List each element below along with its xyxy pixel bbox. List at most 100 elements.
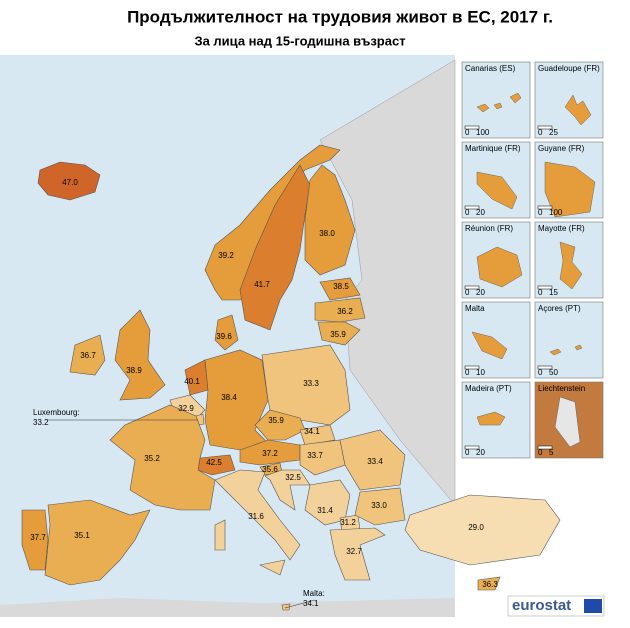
- region-value: 38.0: [319, 229, 335, 238]
- country: [37, 161, 101, 201]
- region-value: 40.1: [184, 377, 200, 386]
- region-value: 38.9: [126, 366, 142, 375]
- country: [299, 424, 336, 446]
- inset-land: [564, 94, 592, 126]
- region-value: 32.9: [178, 404, 194, 413]
- leader-line: [284, 599, 316, 609]
- inset-land: [476, 411, 506, 426]
- region-value: 38.4: [221, 393, 237, 402]
- logo-box: [507, 595, 605, 617]
- country: [21, 509, 49, 571]
- region-value: 47.0: [62, 178, 78, 187]
- inset-title: Açores (PT): [538, 304, 581, 313]
- region-value: 37.7: [30, 533, 46, 542]
- scale-label: 0: [538, 368, 543, 377]
- inset-title: Canarias (ES): [465, 64, 516, 73]
- non-eu-land: [0, 598, 455, 617]
- scale-label: 10: [476, 368, 485, 377]
- inset-title: Liechtenstein: [538, 384, 585, 393]
- region-value: 35.9: [268, 416, 284, 425]
- inset-title: Guyane (FR): [538, 144, 585, 153]
- region-value: 29.0: [468, 523, 484, 532]
- country: [317, 321, 361, 346]
- region-value: 39.2: [218, 251, 234, 260]
- scale-bar: [537, 285, 553, 290]
- inset-land: [476, 246, 523, 288]
- scale-label: 0: [538, 208, 543, 217]
- region-value: 35.6: [262, 465, 278, 474]
- scale-label: 0: [465, 128, 470, 137]
- region-value: 33.7: [307, 451, 323, 460]
- country: [329, 527, 386, 581]
- region-value: 34.1: [303, 599, 319, 608]
- inset-title: Malta: [465, 304, 485, 313]
- scale-bar: [537, 205, 553, 210]
- inset-title: Madeira (PT): [465, 384, 512, 393]
- scale-bar: [464, 365, 480, 370]
- eu-flag: [584, 599, 602, 613]
- title: Продължителност на трудовия живот в ЕС, …: [127, 7, 553, 26]
- inset-title: Réunion (FR): [465, 224, 513, 233]
- country: [114, 309, 166, 401]
- scale-label: 0: [465, 208, 470, 217]
- scale-label: 0: [465, 368, 470, 377]
- inset-land: [476, 92, 522, 113]
- region-value: 34.1: [304, 427, 320, 436]
- non-eu-land: [319, 59, 456, 506]
- scale-bar: [464, 445, 480, 450]
- region-value: 36.7: [80, 351, 96, 360]
- inset-land: [476, 171, 518, 210]
- map: [0, 55, 561, 617]
- scale-label: 100: [549, 208, 563, 217]
- scale-label: 5: [549, 448, 554, 457]
- scale-label: 0: [538, 128, 543, 137]
- region-value: 33.2: [33, 418, 49, 427]
- region-value: 33.0: [371, 501, 387, 510]
- country: [204, 349, 271, 451]
- inset-frame: [534, 61, 604, 139]
- country: [214, 469, 301, 561]
- region-value: 35.2: [144, 454, 160, 463]
- scale-label: 0: [465, 288, 470, 297]
- country: [44, 499, 151, 586]
- scale-label: 25: [549, 128, 558, 137]
- inset-land: [549, 344, 583, 356]
- country: [259, 559, 286, 576]
- country: [304, 164, 356, 276]
- inset-land: [559, 241, 583, 290]
- country: [69, 334, 106, 376]
- scale-bar: [537, 445, 553, 450]
- scale-bar: [537, 125, 553, 130]
- inset-frame: [534, 301, 604, 379]
- scale-bar: [464, 205, 480, 210]
- scale-label: 50: [549, 368, 558, 377]
- scale-label: 0: [538, 288, 543, 297]
- country: [299, 439, 346, 476]
- scale-bar: [537, 365, 553, 370]
- country: [319, 277, 361, 301]
- country: [404, 494, 561, 566]
- logo: eurostat: [512, 597, 571, 614]
- country: [354, 487, 406, 526]
- scale-label: 100: [476, 128, 490, 137]
- region-value: 38.5: [333, 282, 349, 291]
- region-value: 33.3: [303, 379, 319, 388]
- region-value: 32.7: [346, 547, 362, 556]
- country: [281, 603, 291, 611]
- region-value: 31.2: [340, 518, 356, 527]
- inset-land: [554, 396, 581, 448]
- scale-bar: [464, 125, 480, 130]
- country: [314, 297, 366, 323]
- scale-bar: [464, 285, 480, 290]
- scale-label: 20: [476, 448, 485, 457]
- scale-label: 15: [549, 288, 558, 297]
- region-value: 32.5: [285, 473, 301, 482]
- country: [339, 429, 406, 491]
- region-value: 41.7: [254, 280, 270, 289]
- subtitle: За лица над 15-годишна възраст: [194, 33, 405, 48]
- inset-title: Guadeloupe (FR): [538, 64, 600, 73]
- region-value: 36.2: [337, 307, 353, 316]
- country: [214, 519, 226, 551]
- region-name: Malta:: [303, 589, 325, 598]
- region-name: Luxembourg:: [33, 408, 80, 417]
